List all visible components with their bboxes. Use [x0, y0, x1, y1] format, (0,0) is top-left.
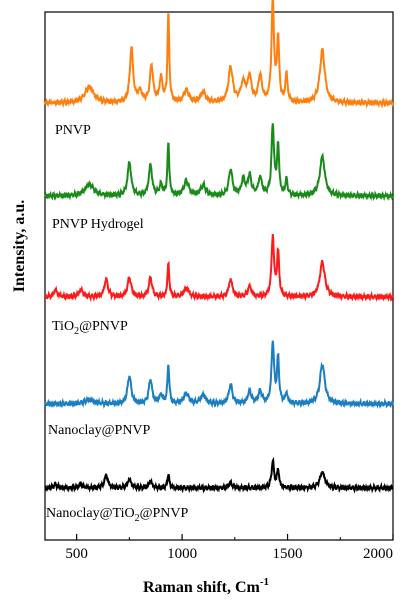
series-line-1	[44, 0, 394, 109]
series-line-3	[44, 234, 394, 303]
series-line-2	[44, 123, 394, 202]
x-tick-label-2000: 2000	[363, 546, 393, 562]
series-label-2: PNVP Hydrogel	[52, 217, 144, 232]
series-line-4	[44, 340, 394, 410]
x-axis-title: Raman shift, Cm-1	[143, 576, 269, 596]
series-layer	[44, 0, 394, 494]
series-label-5: Nanoclay@TiO2@PNVP	[46, 506, 188, 524]
x-axis-title-superscript: -1	[260, 576, 269, 588]
x-tick-label-1000: 1000	[167, 546, 197, 562]
series-label-1: PNVP	[55, 123, 91, 138]
series-label-layer: PNVP PNVP Hydrogel TiO2@PNVP Nanoclay@PNVP N…	[46, 123, 188, 524]
x-axis-ticks: 500 1000 1500 2000	[65, 534, 394, 562]
plot-frame	[44, 11, 394, 541]
y-axis-title: Intensity, a.u.	[11, 200, 28, 292]
series-label-3: TiO2@PNVP	[52, 319, 128, 337]
series-line-5	[44, 456, 394, 494]
x-tick-label-500: 500	[65, 546, 88, 562]
x-axis-title-text: Raman shift, Cm	[143, 579, 261, 596]
x-tick-label-1500: 1500	[273, 546, 303, 562]
series-label-4: Nanoclay@PNVP	[48, 423, 151, 438]
